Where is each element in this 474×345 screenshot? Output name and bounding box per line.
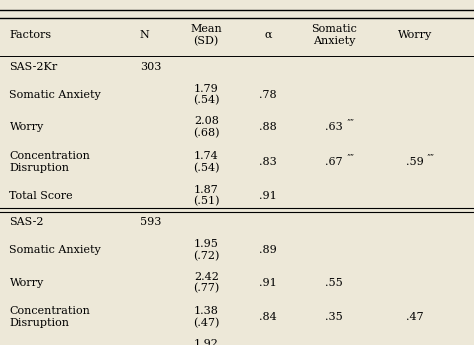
Text: .91: .91 (259, 278, 277, 288)
Text: Worry: Worry (9, 122, 44, 132)
Text: Somatic Anxiety: Somatic Anxiety (9, 245, 101, 255)
Text: .89: .89 (259, 245, 277, 255)
Text: Worry: Worry (9, 278, 44, 288)
Text: Factors: Factors (9, 30, 52, 40)
Text: .67: .67 (325, 157, 343, 167)
Text: Concentration
Disruption: Concentration Disruption (9, 151, 91, 173)
Text: ””: ”” (427, 152, 435, 160)
Text: 1.74
(.54): 1.74 (.54) (193, 151, 219, 173)
Text: .59: .59 (406, 157, 424, 167)
Text: .35: .35 (325, 312, 343, 322)
Text: Total Score: Total Score (9, 191, 73, 200)
Text: SAS-2: SAS-2 (9, 217, 44, 227)
Text: 1.95
(.72): 1.95 (.72) (193, 239, 219, 261)
Text: .83: .83 (259, 157, 277, 167)
Text: N: N (140, 30, 150, 40)
Text: .55: .55 (325, 278, 343, 288)
Text: 1.87
(.51): 1.87 (.51) (193, 185, 219, 207)
Text: .63: .63 (325, 122, 343, 132)
Text: Mean
(SD): Mean (SD) (191, 24, 222, 46)
Text: .88: .88 (259, 122, 277, 132)
Text: 593: 593 (140, 217, 161, 227)
Text: .84: .84 (259, 312, 277, 322)
Text: .91: .91 (259, 191, 277, 200)
Text: 2.42
(.77): 2.42 (.77) (193, 272, 219, 294)
Text: 2.08
(.68): 2.08 (.68) (193, 117, 219, 138)
Text: 1.38
(.47): 1.38 (.47) (193, 306, 219, 328)
Text: Worry: Worry (398, 30, 432, 40)
Text: SAS-2Kr: SAS-2Kr (9, 62, 58, 72)
Text: Somatic Anxiety: Somatic Anxiety (9, 90, 101, 100)
Text: .78: .78 (259, 90, 277, 100)
Text: Concentration
Disruption: Concentration Disruption (9, 306, 91, 328)
Text: ””: ”” (346, 152, 354, 160)
Text: ””: ”” (346, 117, 354, 125)
Text: Somatic
Anxiety: Somatic Anxiety (311, 24, 357, 46)
Text: α: α (264, 30, 272, 40)
Text: 1.92
(.53): 1.92 (.53) (193, 339, 219, 345)
Text: .47: .47 (406, 312, 424, 322)
Text: 303: 303 (140, 62, 161, 72)
Text: 1.79
(.54): 1.79 (.54) (193, 84, 219, 106)
